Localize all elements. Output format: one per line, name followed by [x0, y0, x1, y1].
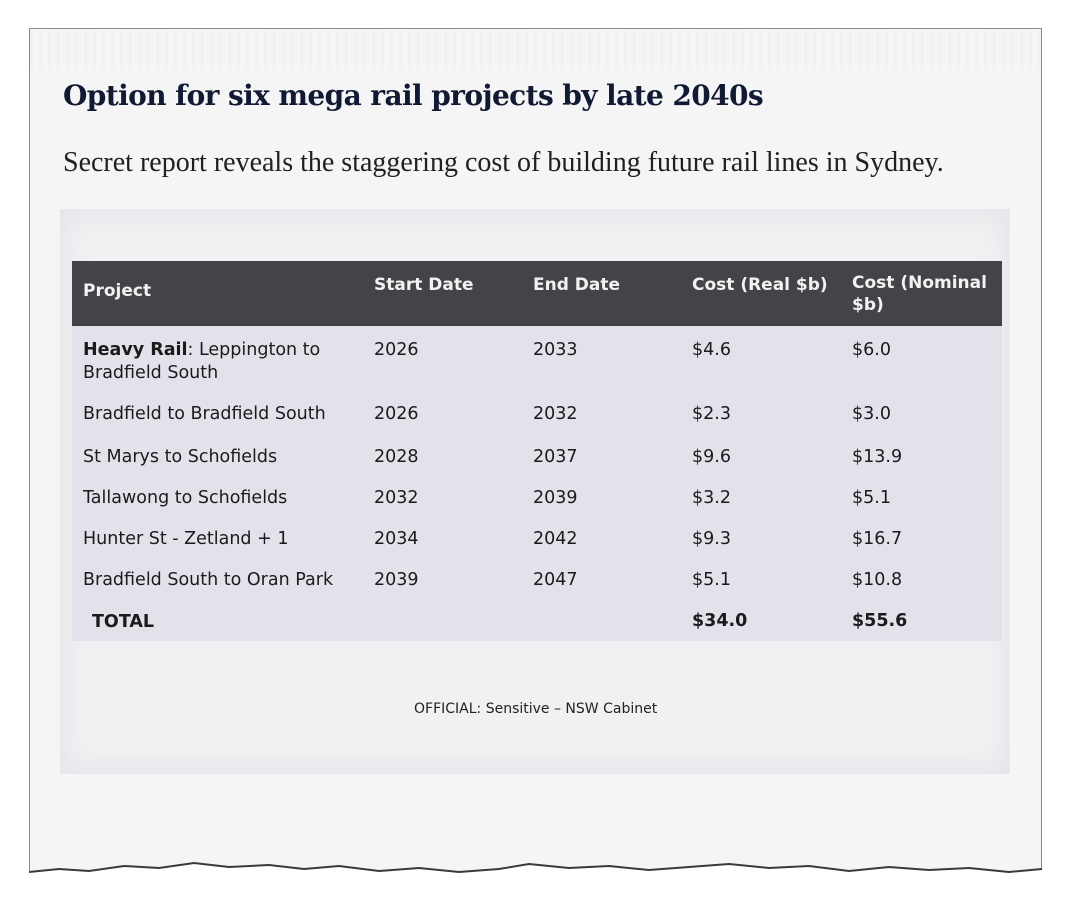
table-cell-end: 2042	[533, 529, 578, 549]
total-label: TOTAL	[92, 612, 155, 632]
table-cell-end: 2033	[533, 340, 578, 360]
document-photo: Project Start Date End Date Cost (Real $…	[60, 209, 1010, 774]
table-cell-start: 2034	[374, 529, 419, 549]
table-cell-end: 2047	[533, 570, 578, 590]
table-cell-cost-real: $9.6	[692, 447, 731, 467]
table-cell-start: 2026	[374, 404, 419, 424]
total-cost-real: $34.0	[692, 611, 748, 631]
table-cell-cost-real: $3.2	[692, 488, 731, 508]
table-cell-cost-nominal: $10.8	[852, 570, 903, 590]
header-start-date: Start Date	[374, 275, 474, 295]
table-row-project: Tallawong to Schofields	[83, 488, 288, 508]
table-cell-start: 2032	[374, 488, 419, 508]
classification-note: OFFICIAL: Sensitive – NSW Cabinet	[414, 701, 658, 717]
table-row-project: Hunter St - Zetland + 1	[83, 529, 289, 549]
table-cell-cost-real: $9.3	[692, 529, 731, 549]
standfirst: Secret report reveals the staggering cos…	[63, 147, 944, 178]
table-cell-end: 2039	[533, 488, 578, 508]
header-end-date: End Date	[533, 275, 621, 295]
table-cell-cost-real: $4.6	[692, 340, 731, 360]
table-cell-cost-real: $2.3	[692, 404, 731, 424]
table-header: Project Start Date End Date Cost (Real $…	[72, 261, 1002, 326]
rail-projects-table: Project Start Date End Date Cost (Real $…	[72, 261, 1002, 641]
table-row-project: St Marys to Schofields	[83, 447, 278, 467]
table-cell-start: 2039	[374, 570, 419, 590]
table-cell-start: 2026	[374, 340, 419, 360]
table-cell-cost-real: $5.1	[692, 570, 731, 590]
project-category: Heavy Rail	[83, 340, 188, 360]
table-cell-end: 2037	[533, 447, 578, 467]
table-cell-end: 2032	[533, 404, 578, 424]
table-cell-cost-nominal: $16.7	[852, 529, 903, 549]
table-cell-cost-nominal: $6.0	[852, 340, 891, 360]
table-cell-start: 2028	[374, 447, 419, 467]
header-cost-real: Cost (Real $b)	[692, 275, 828, 295]
headline: Option for six mega rail projects by lat…	[63, 79, 764, 112]
table-row-project: Heavy Rail: Leppington to Bradfield Sout…	[83, 340, 321, 383]
torn-edge-top	[30, 29, 1041, 69]
table-row-project: Bradfield South to Oran Park	[83, 570, 334, 590]
table-cell-cost-nominal: $13.9	[852, 447, 903, 467]
table-cell-cost-nominal: $5.1	[852, 488, 891, 508]
article-clipping: Option for six mega rail projects by lat…	[29, 28, 1042, 880]
total-cost-nominal: $55.6	[852, 611, 908, 631]
header-project: Project	[83, 281, 152, 301]
header-cost-nominal: Cost (Nominal $b)	[852, 273, 987, 315]
table-row-project: Bradfield to Bradfield South	[83, 404, 326, 424]
table-cell-cost-nominal: $3.0	[852, 404, 891, 424]
torn-edge-bottom	[29, 861, 1042, 896]
